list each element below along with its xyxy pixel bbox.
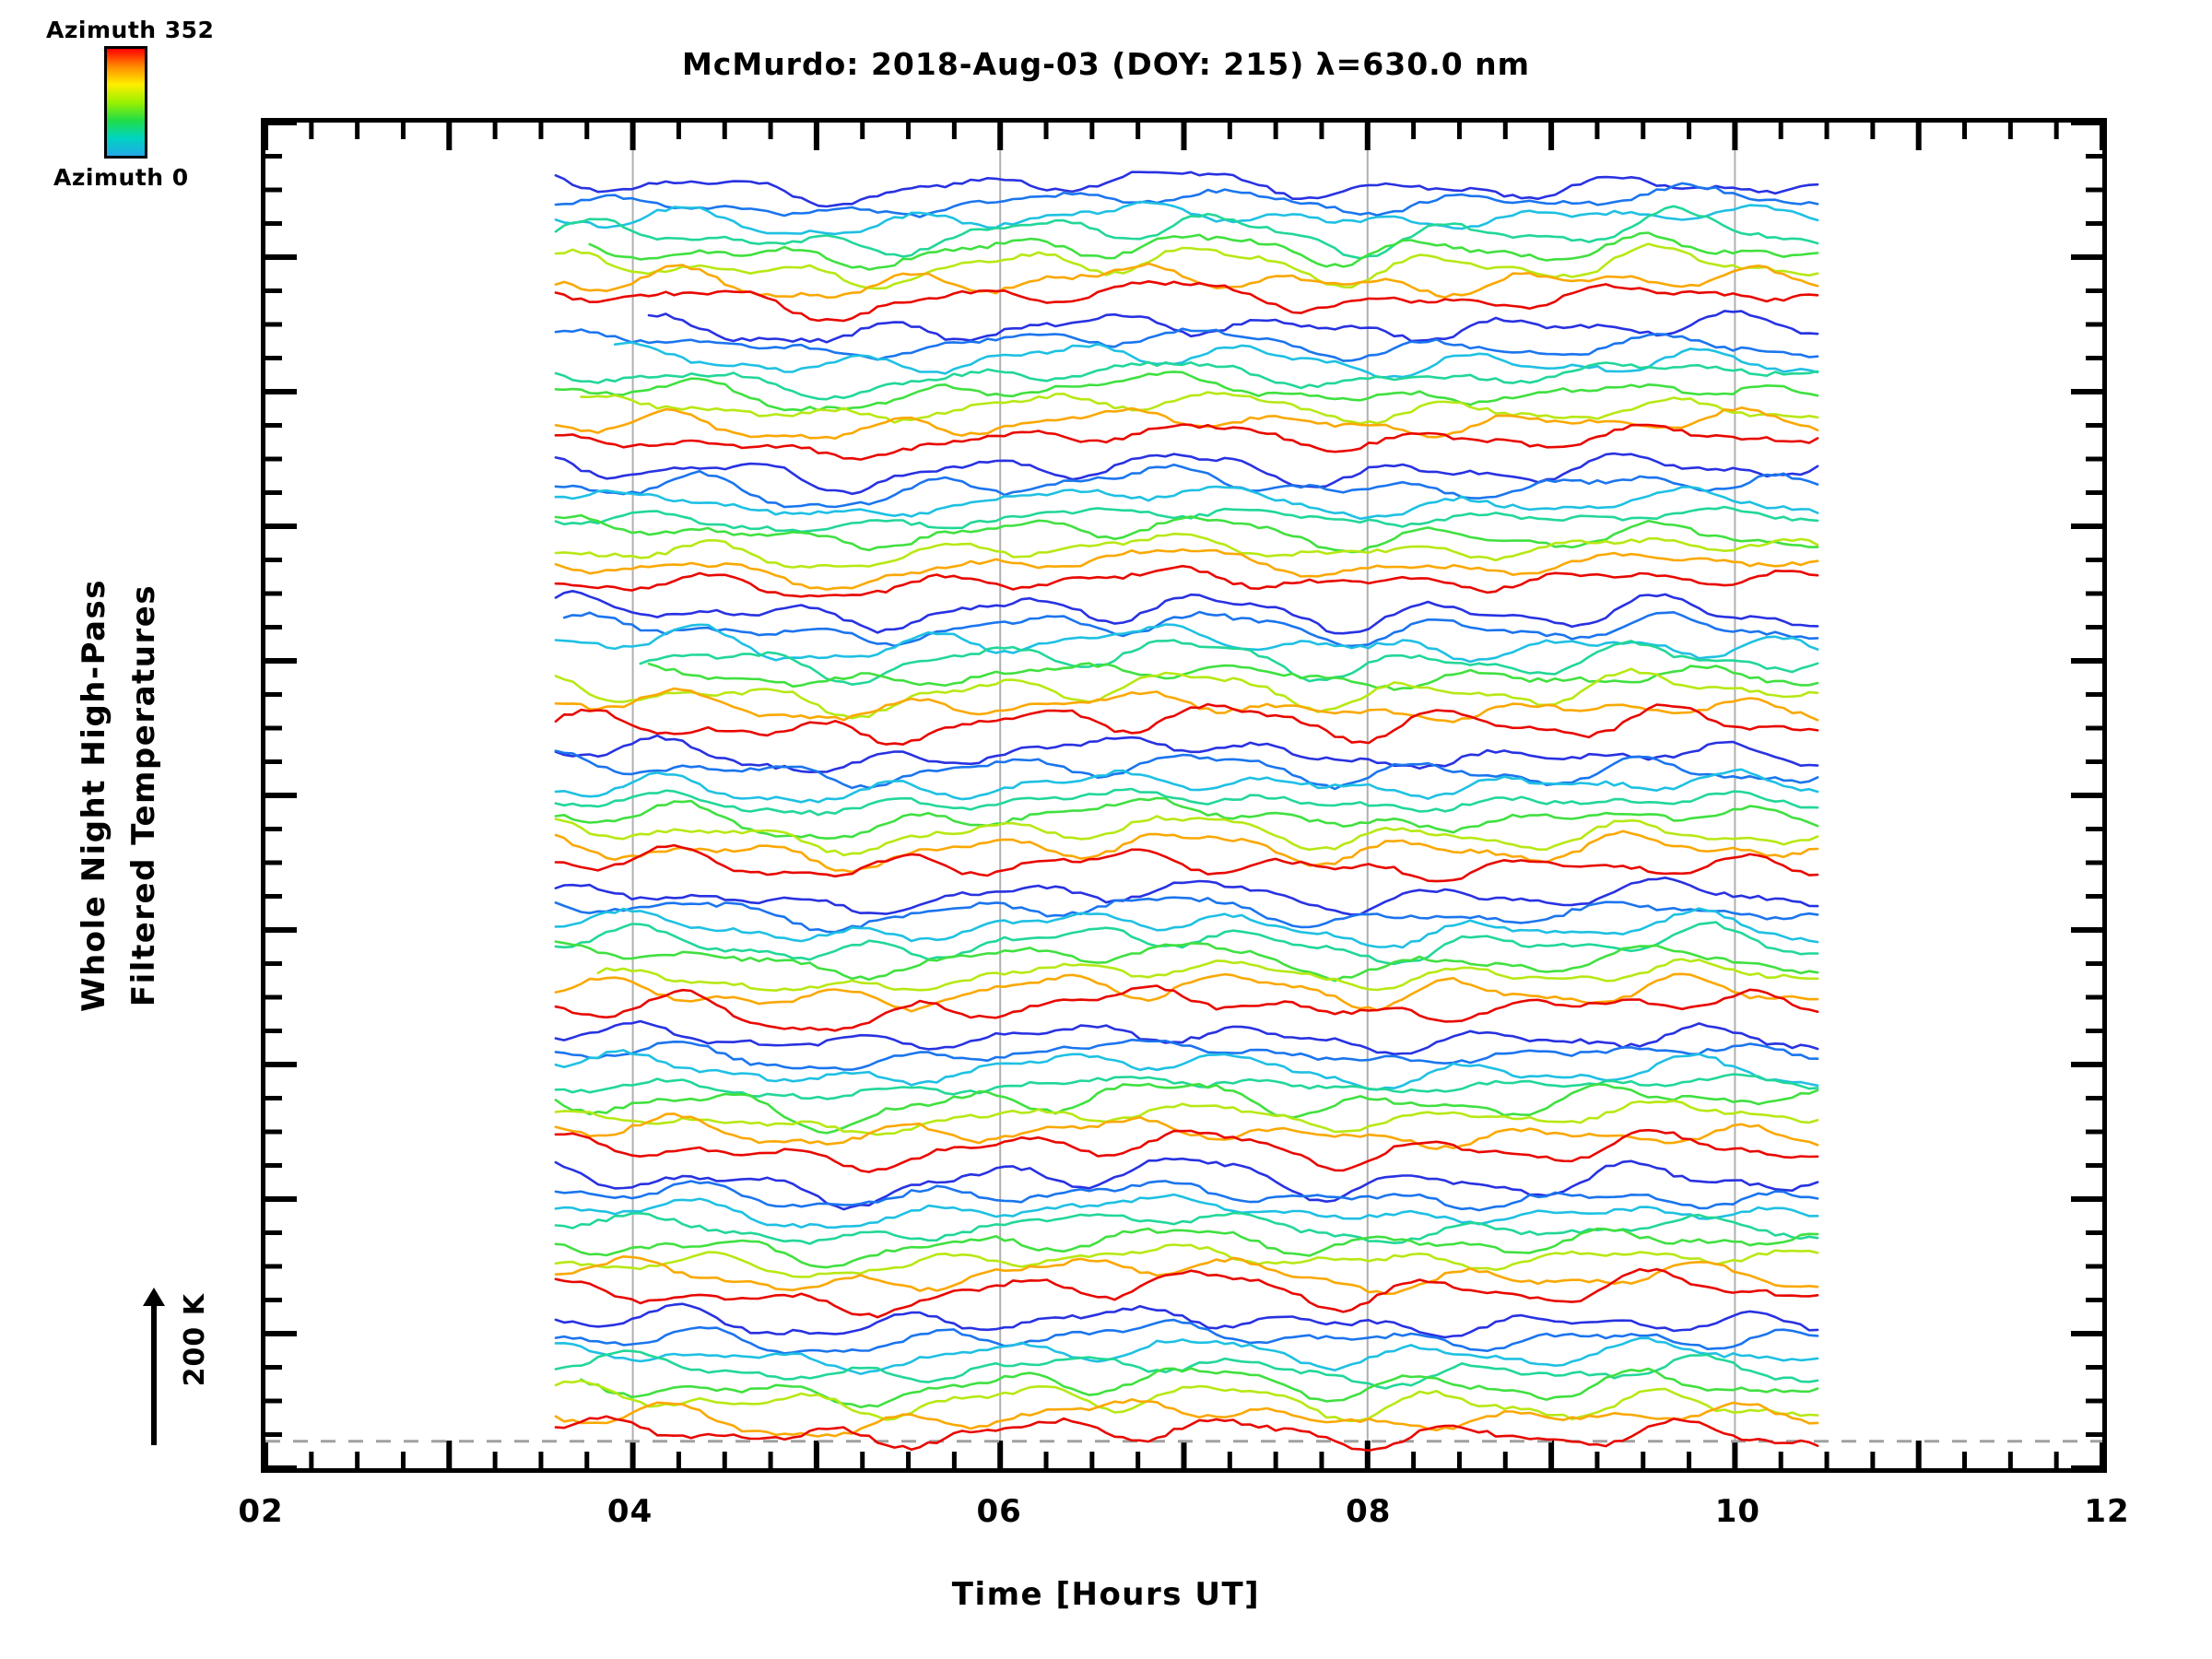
y-axis-title: Whole Night High-Pass Filtered Temperatu…: [55, 118, 203, 1473]
chart-title: McMurdo: 2018-Aug-03 (DOY: 215) λ=630.0 …: [681, 46, 1531, 82]
y-axis-title-line1: Whole Night High-Pass: [76, 578, 112, 1013]
x-tick-label-06: 06: [976, 1493, 1022, 1530]
plot-area: [265, 123, 2102, 1468]
x-tick-label-10: 10: [1714, 1493, 1761, 1530]
azimuth-colorbar-legend: Azimuth 352 Azimuth 0: [0, 0, 249, 212]
plot-frame: [261, 118, 2107, 1473]
x-tick-label-02: 02: [238, 1493, 284, 1530]
data-traces: [265, 123, 2102, 1468]
x-axis-title: Time [Hours UT]: [951, 1576, 1261, 1613]
scale-bar-arrow-icon: [143, 1288, 165, 1445]
scale-bar: 200 K: [138, 1286, 258, 1470]
colorbar-min-label: Azimuth 0: [53, 164, 189, 191]
scale-bar-label: 200 K: [179, 1293, 211, 1387]
x-tick-label-08: 08: [1346, 1493, 1392, 1530]
x-tick-label-12: 12: [2084, 1493, 2130, 1530]
colorbar-gradient: [104, 46, 147, 159]
colorbar-max-label: Azimuth 352: [46, 17, 215, 43]
x-tick-label-04: 04: [606, 1493, 653, 1530]
y-axis-title-line2: Filtered Temperatures: [125, 583, 162, 1007]
